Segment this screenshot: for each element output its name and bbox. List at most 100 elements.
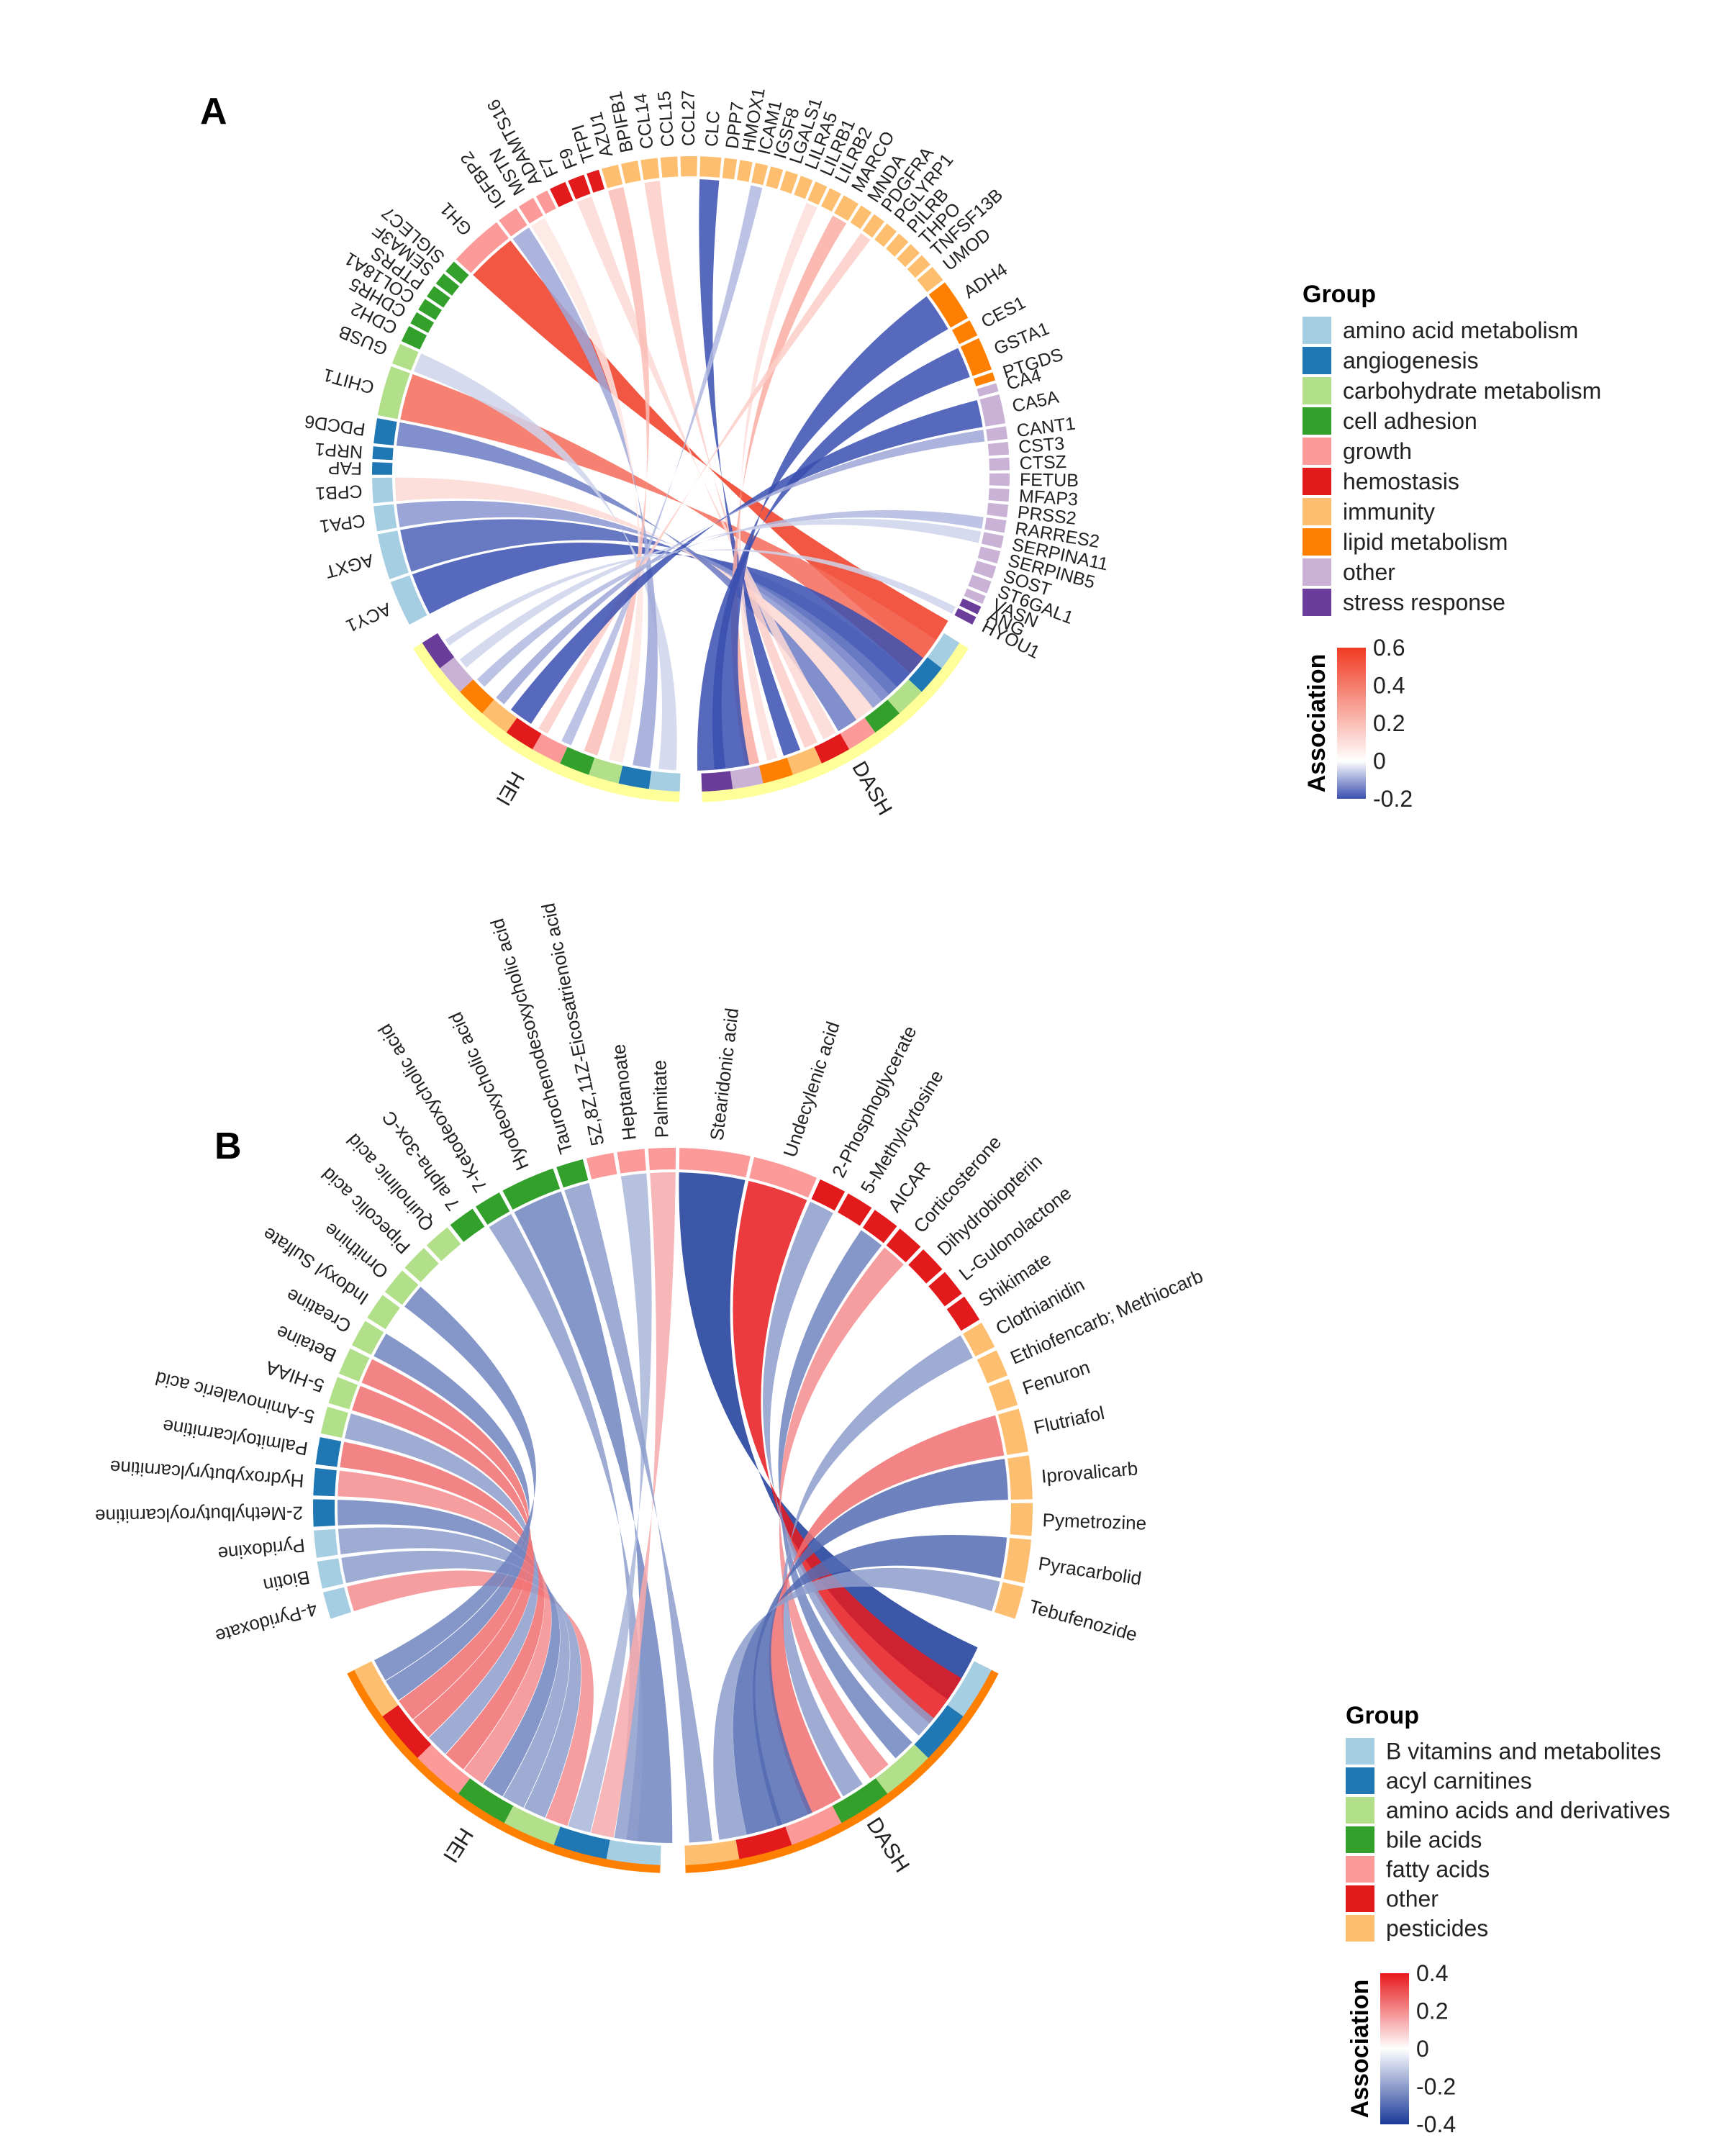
association-colorbar bbox=[1380, 1973, 1409, 2124]
group-legend-swatch-hemostasis bbox=[1303, 468, 1331, 495]
association-legend-title: Association bbox=[1303, 654, 1331, 793]
link-flutriafol-dash bbox=[769, 1415, 1005, 1815]
node-arc-fetub bbox=[989, 473, 1010, 486]
diet-group-band-hei-amino-acid-metabolism bbox=[648, 771, 681, 792]
chord-links-a bbox=[395, 179, 985, 771]
link-gsta1-dash bbox=[697, 348, 970, 771]
group-legend-swatch-acyl-carnitines bbox=[1346, 1767, 1374, 1794]
link-5-hiaa-hei bbox=[352, 1385, 535, 1738]
node-arc-fap bbox=[372, 462, 393, 475]
node-arc-quinolinic-acid bbox=[426, 1227, 461, 1262]
node-arc-pyracarbolid bbox=[1003, 1537, 1032, 1584]
link-7-ketodeoxycholic-acid-hei bbox=[489, 1213, 643, 1842]
group-legend-swatch-cell-adhesion bbox=[1303, 407, 1331, 435]
group-legend-swatch-amino-acids-and-derivatives bbox=[1346, 1797, 1374, 1824]
diet-sector-hei bbox=[347, 1665, 661, 1873]
node-arc-f9 bbox=[568, 174, 591, 200]
group-legend-label-bile-acids: bile acids bbox=[1386, 1827, 1482, 1853]
node-arc-indoxyl-sulfate bbox=[367, 1295, 400, 1330]
group-legend-label-stress-response: stress response bbox=[1343, 589, 1505, 615]
diet-group-band-dash-stress-response bbox=[701, 771, 733, 792]
diet-group-band-hei-carbohydrate-metabolism bbox=[589, 757, 623, 784]
node-label-palmitate: Palmitate bbox=[648, 1059, 672, 1138]
node-arc-ces1 bbox=[951, 320, 978, 345]
node-arc-undecylenic-acid bbox=[749, 1156, 817, 1198]
link-serpina11-hei bbox=[459, 518, 982, 668]
node-arc-tfpi bbox=[586, 169, 605, 193]
association-tick: 0.4 bbox=[1373, 673, 1405, 699]
node-arc-adamts16 bbox=[535, 190, 556, 214]
group-legend-swatch-fatty-acids bbox=[1346, 1856, 1374, 1883]
association-colorbar bbox=[1337, 648, 1366, 799]
node-arc-2-methylbutyroylcarnitine bbox=[313, 1499, 335, 1527]
node-label-cst3: CST3 bbox=[1018, 433, 1065, 457]
node-arc-acy1 bbox=[390, 575, 427, 625]
group-legend-swatch-amino-acid-metabolism bbox=[1303, 317, 1331, 344]
node-label-biotin: Biotin bbox=[261, 1567, 312, 1597]
group-legend-title: Group bbox=[1346, 1702, 1419, 1729]
link-agxt-dash bbox=[400, 519, 910, 701]
node-arc-prss2 bbox=[987, 502, 1009, 517]
link-betaine-hei bbox=[361, 1359, 532, 1720]
diet-group-band-hei-other bbox=[440, 657, 474, 692]
node-arc-7-alpha-3ox-c bbox=[450, 1208, 485, 1242]
association-tick: 0.2 bbox=[1373, 710, 1405, 736]
node-arc-pilrb bbox=[885, 233, 909, 257]
diet-group-band-dash-cell-adhesion bbox=[864, 699, 900, 733]
node-arc-2-phosphoglycerate bbox=[811, 1179, 846, 1211]
node-arc-sema3f bbox=[435, 273, 460, 296]
node-arc-ca5a bbox=[979, 394, 1006, 427]
diet-group-band-hei-lipid-metabolism bbox=[460, 679, 494, 714]
node-arc-pymetrozine bbox=[1010, 1503, 1033, 1536]
link-iprovalicarb-dash bbox=[753, 1459, 1008, 1826]
diet-group-band-dash-b-vitamins-and-metabolites bbox=[947, 1661, 992, 1717]
node-label-pdcd6: PDCD6 bbox=[304, 411, 367, 439]
node-label-tebufenozide: Tebufenozide bbox=[1027, 1595, 1140, 1646]
node-arc-ethiofencarb-methiocarb bbox=[977, 1350, 1008, 1384]
legend-b: Group B vitamins and metabolites acyl carn… bbox=[1346, 1702, 1670, 2137]
node-label-gh1: GH1 bbox=[436, 199, 476, 240]
node-arc-agxt bbox=[377, 530, 409, 579]
link-cpb1-dash bbox=[395, 477, 874, 720]
node-arc-lilra5 bbox=[794, 176, 813, 199]
group-legend-swatch-angiogenesis bbox=[1303, 347, 1331, 374]
node-arc-cpa1 bbox=[373, 504, 397, 532]
node-arc-ccl15 bbox=[660, 156, 679, 178]
group-legend-swatch-stress-response bbox=[1303, 589, 1331, 616]
link-gusb-hei bbox=[413, 353, 677, 771]
node-arc-hyou1 bbox=[954, 608, 977, 625]
diet-group-band-dash-immunity bbox=[787, 746, 822, 775]
node-arc-cant1 bbox=[986, 426, 1008, 441]
group-legend-label-other: other bbox=[1343, 559, 1395, 585]
node-label-2-methylbutyroylcarnitine: 2-Methylbutyroylcarnitine bbox=[95, 1503, 303, 1527]
group-legend-label-carbohydrate-metabolism: carbohydrate metabolism bbox=[1343, 378, 1601, 404]
diet-group-band-dash-other bbox=[735, 1826, 792, 1860]
node-arc-lgals1 bbox=[779, 171, 798, 194]
group-legend-label-amino-acid-metabolism: amino acid metabolism bbox=[1343, 317, 1578, 343]
diet-group-band-dash-angiogenesis bbox=[908, 657, 942, 692]
node-arc-palmitoylcarnitine bbox=[315, 1436, 342, 1467]
node-arc-igsf8 bbox=[766, 166, 784, 189]
node-arc-adh4 bbox=[928, 282, 969, 328]
node-arc-l-gulonolactone bbox=[928, 1272, 962, 1307]
node-label-pyridoxine: Pyridoxine bbox=[217, 1534, 306, 1564]
association-tick: 0.2 bbox=[1416, 1998, 1448, 2024]
diet-group-band-dash-bile-acids bbox=[832, 1778, 888, 1824]
diet-group-band-hei-angiogenesis bbox=[618, 766, 652, 789]
node-arc-7-ketodeoxycholic-acid bbox=[475, 1192, 510, 1225]
link-aicar-dash bbox=[778, 1230, 912, 1759]
node-arc-umod bbox=[917, 266, 943, 293]
node-label-indoxyl-sulfate: Indoxyl Sulfate bbox=[258, 1223, 372, 1309]
link-tebufenozide-dash bbox=[713, 1567, 1000, 1840]
chord-panel-a: A ACY1AGXTCPA1CPB1FAPNRP1PDCD6CHIT1GUSBC… bbox=[200, 86, 1601, 820]
group-legend-label-acyl-carnitines: acyl carnitines bbox=[1386, 1768, 1532, 1794]
node-label-pymetrozine: Pymetrozine bbox=[1042, 1509, 1146, 1534]
node-arc-lilrb2 bbox=[821, 188, 841, 212]
group-legend-swatch-other bbox=[1303, 558, 1331, 586]
link-marco-dash bbox=[731, 215, 847, 766]
node-arc-ccl14 bbox=[640, 158, 660, 181]
group-legend-label-cell-adhesion: cell adhesion bbox=[1343, 408, 1477, 434]
diet-group-band-dash-growth bbox=[840, 717, 876, 750]
node-label-ces1: CES1 bbox=[978, 292, 1029, 332]
group-legend-label-lipid-metabolism: lipid metabolism bbox=[1343, 529, 1508, 555]
